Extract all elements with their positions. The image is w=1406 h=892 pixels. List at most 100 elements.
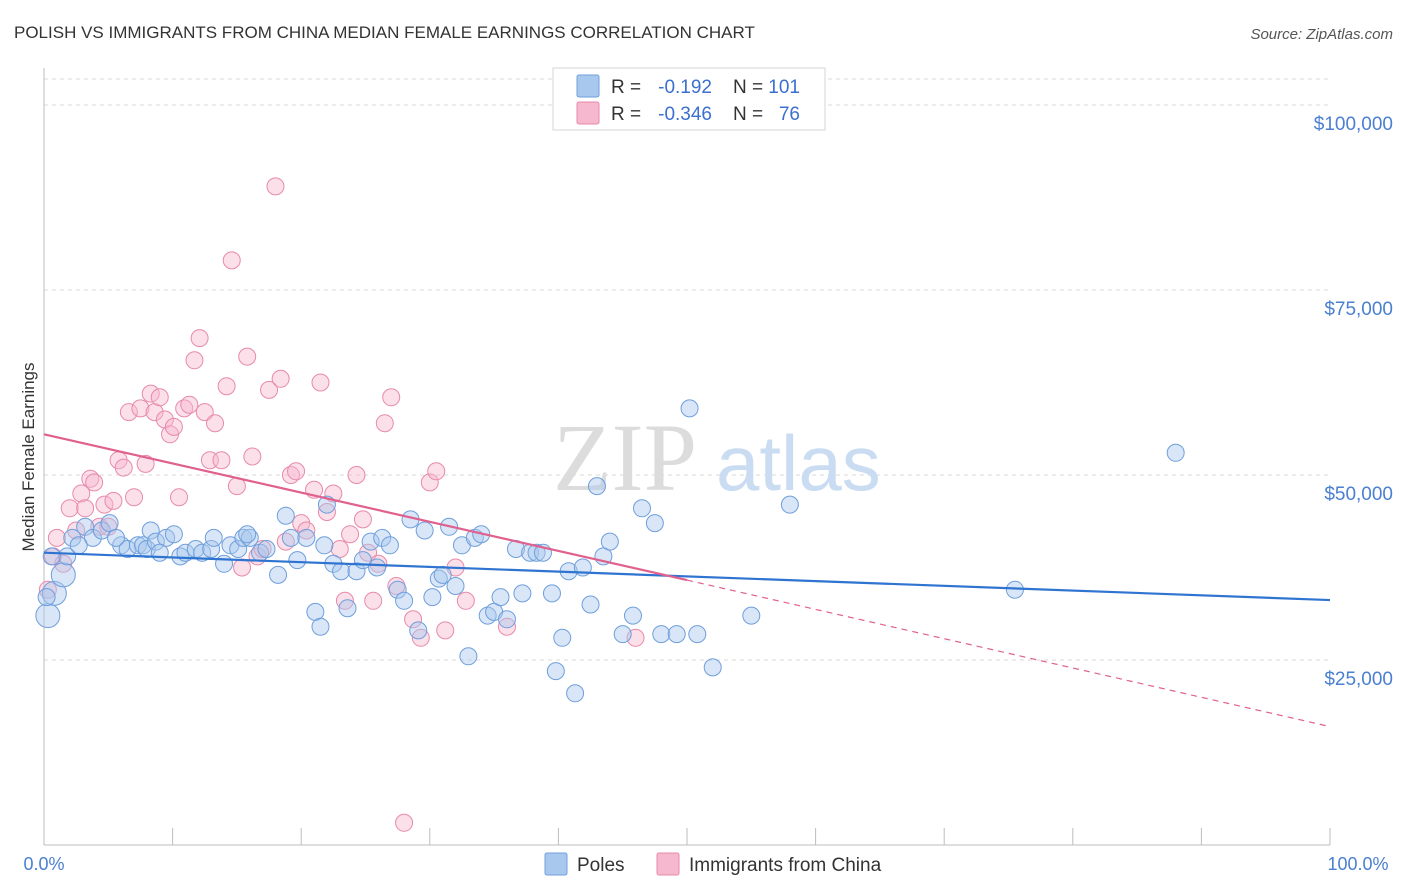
poles-point	[446, 577, 465, 595]
poles-point	[623, 606, 642, 625]
y-tick-label: $25,000	[1324, 669, 1393, 690]
china-point	[456, 591, 475, 610]
china-point	[395, 813, 414, 832]
poles-point	[667, 625, 686, 644]
poles-point	[395, 591, 414, 610]
poles-point	[63, 528, 82, 547]
poles-point	[146, 532, 165, 551]
poles-point	[388, 580, 407, 599]
poles-point	[581, 595, 600, 614]
poles-point	[423, 588, 442, 607]
poles-point	[204, 528, 223, 547]
y-tick-labels: $25,000 $50,000 $75,000 $100,000	[1314, 114, 1393, 690]
china-point	[335, 591, 354, 610]
poles-point	[497, 610, 516, 629]
poles-point	[409, 621, 428, 640]
bottom-legend-china-swatch	[656, 852, 680, 876]
china-point	[382, 388, 401, 407]
poles-point	[373, 528, 392, 547]
poles-point	[193, 543, 212, 562]
poles-point	[42, 547, 61, 566]
poles-point	[491, 588, 510, 607]
china-point	[47, 528, 66, 547]
china-point	[104, 491, 123, 510]
legend-china-r-label: R =	[611, 104, 641, 125]
china-point	[190, 329, 209, 348]
poles-point	[680, 399, 699, 418]
bottom-legend-poles-swatch	[544, 852, 568, 876]
china-point	[266, 177, 285, 196]
poles-point	[202, 540, 221, 558]
x-tick-label-max: 100.0%	[1327, 854, 1388, 874]
trend-lines	[43, 433, 1331, 728]
china-point	[170, 488, 189, 507]
china-point	[311, 373, 330, 392]
poles-point	[281, 528, 300, 547]
poles-point	[83, 528, 102, 547]
bottom-legend-poles-label: Poles	[577, 855, 625, 876]
china-point	[243, 447, 262, 466]
china-point	[114, 458, 133, 477]
poles-point	[600, 532, 619, 551]
china-point	[436, 621, 455, 640]
china-point	[212, 451, 231, 470]
poles-point	[332, 562, 351, 581]
series-poles-points	[35, 399, 1185, 703]
poles-point	[380, 536, 399, 555]
poles-point	[141, 521, 160, 540]
poles-point	[1166, 443, 1185, 462]
poles-point	[257, 540, 276, 558]
poles-point	[92, 521, 111, 540]
poles-point	[613, 625, 632, 644]
china-trend-line-extension	[686, 579, 1331, 728]
legend-poles-r-label: R =	[611, 77, 641, 98]
china-point	[206, 414, 225, 433]
top-legend: R = -0.192 N = 101 R = -0.346 N = 76	[552, 67, 826, 131]
poles-point	[513, 584, 532, 603]
poles-point	[368, 558, 387, 577]
poles-point	[128, 536, 147, 555]
poles-point	[459, 647, 478, 666]
china-point	[324, 484, 343, 503]
china-point	[38, 580, 57, 599]
legend-china-r-value: -0.346	[658, 104, 712, 125]
bottom-legend-china-label: Immigrants from China	[689, 855, 882, 876]
poles-point	[288, 551, 307, 570]
x-axis-ticks	[43, 828, 1331, 845]
poles-point	[150, 543, 169, 562]
watermark-atlas: atlas	[716, 419, 881, 507]
china-point	[164, 417, 183, 436]
poles-point	[100, 514, 119, 533]
legend-china-n-value: 76	[779, 104, 800, 125]
poles-point	[566, 684, 585, 703]
y-tick-label: $100,000	[1314, 114, 1393, 135]
poles-point	[69, 536, 88, 555]
poles-point	[415, 521, 434, 540]
china-point	[364, 591, 383, 610]
legend-china-swatch	[576, 101, 600, 125]
poles-point	[118, 540, 137, 558]
china-point	[119, 403, 138, 422]
poles-point	[35, 603, 61, 629]
china-point	[233, 558, 252, 577]
poles-point	[632, 499, 651, 518]
poles-point	[107, 528, 126, 547]
china-point	[217, 377, 236, 396]
poles-point	[215, 554, 234, 573]
china-trend-line	[43, 433, 688, 582]
poles-point	[37, 588, 56, 607]
china-point	[260, 380, 279, 399]
poles-point	[645, 514, 664, 533]
china-point	[330, 540, 349, 558]
china-point	[420, 473, 439, 492]
china-point	[95, 495, 114, 514]
china-point	[180, 395, 199, 414]
y-tick-label: $50,000	[1324, 484, 1393, 505]
china-point	[185, 351, 204, 370]
china-point	[136, 454, 155, 473]
poles-point	[164, 525, 183, 544]
poles-point	[269, 565, 288, 584]
china-point	[60, 499, 79, 518]
poles-point	[315, 536, 334, 555]
